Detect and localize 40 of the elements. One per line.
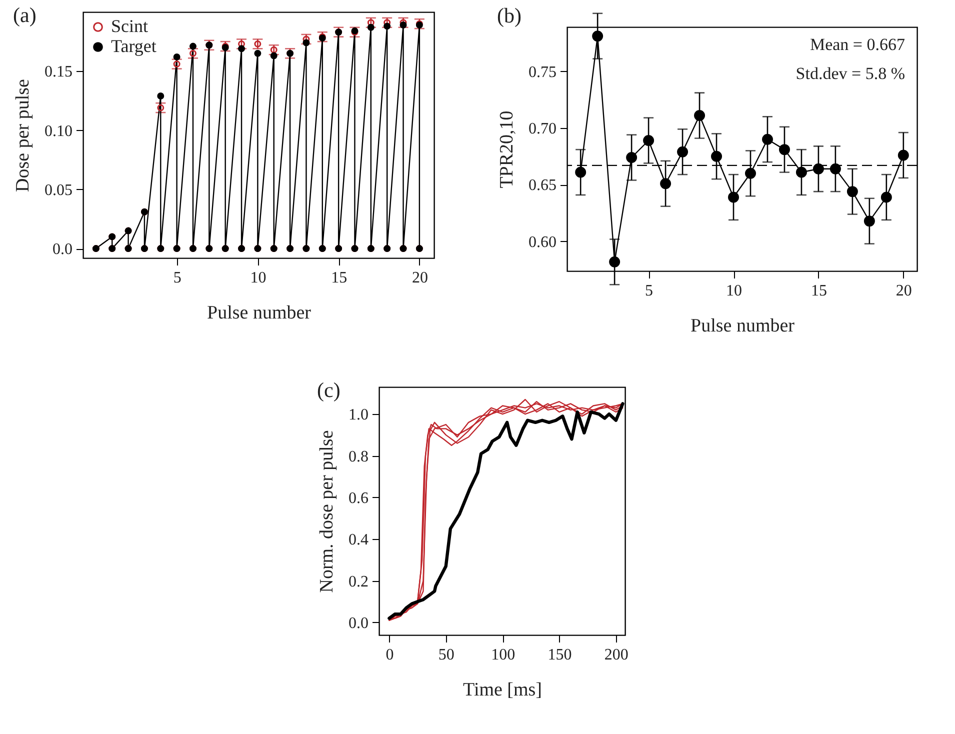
x-tick-label: 15 bbox=[810, 282, 827, 300]
y-tick-label: 0.6 bbox=[348, 490, 368, 507]
chart-title: (b) bbox=[497, 4, 522, 28]
annotation: Mean = 0.667 bbox=[810, 35, 906, 54]
x-tick-label: 10 bbox=[250, 270, 266, 286]
x-tick-label: 0 bbox=[386, 646, 394, 664]
y-tick-label: 0.60 bbox=[528, 234, 556, 251]
x-tick-label: 5 bbox=[173, 270, 182, 286]
x-tick-label: 15 bbox=[331, 270, 348, 286]
y-tick-label: 0.8 bbox=[348, 448, 368, 466]
y-tick-label: 0.0 bbox=[348, 614, 368, 632]
y-tick-label: 0.4 bbox=[348, 532, 368, 549]
y-tick-label: 0.10 bbox=[44, 122, 72, 140]
x-tick-label: 5 bbox=[645, 282, 654, 300]
y-axis-title: Norm. dose per pulse bbox=[316, 430, 338, 593]
x-tick-label: 100 bbox=[491, 646, 516, 664]
y-axis-title: Dose per pulse bbox=[12, 79, 34, 192]
y-tick-label: 0.05 bbox=[44, 182, 72, 199]
x-axis-title: Time [ms] bbox=[462, 680, 542, 700]
y-tick-label: 0.70 bbox=[528, 120, 556, 138]
x-tick-label: 150 bbox=[548, 646, 572, 664]
x-tick-label: 20 bbox=[412, 270, 428, 286]
legend-label: Scint bbox=[111, 16, 148, 36]
y-tick-label: 0.65 bbox=[528, 177, 556, 194]
y-tick-label: 0.15 bbox=[44, 64, 72, 81]
y-axis-title: TPR20,10 bbox=[496, 110, 518, 188]
x-tick-label: 20 bbox=[896, 282, 912, 300]
y-tick-label: 0.2 bbox=[348, 573, 368, 590]
chart-title: (c) bbox=[317, 378, 340, 402]
x-tick-label: 200 bbox=[604, 646, 628, 664]
legend-label: Target bbox=[111, 36, 156, 56]
y-tick-label: 0.0 bbox=[52, 241, 72, 258]
annotation: Std.dev = 5.8 % bbox=[796, 64, 905, 83]
chart-title: (a) bbox=[13, 3, 36, 27]
x-axis-title: Pulse number bbox=[690, 316, 796, 336]
x-tick-label: 10 bbox=[726, 282, 742, 300]
x-axis-title: Pulse number bbox=[207, 302, 312, 324]
y-tick-label: 1.0 bbox=[348, 406, 368, 424]
y-tick-label: 0.75 bbox=[528, 64, 556, 81]
x-tick-label: 50 bbox=[438, 646, 454, 664]
